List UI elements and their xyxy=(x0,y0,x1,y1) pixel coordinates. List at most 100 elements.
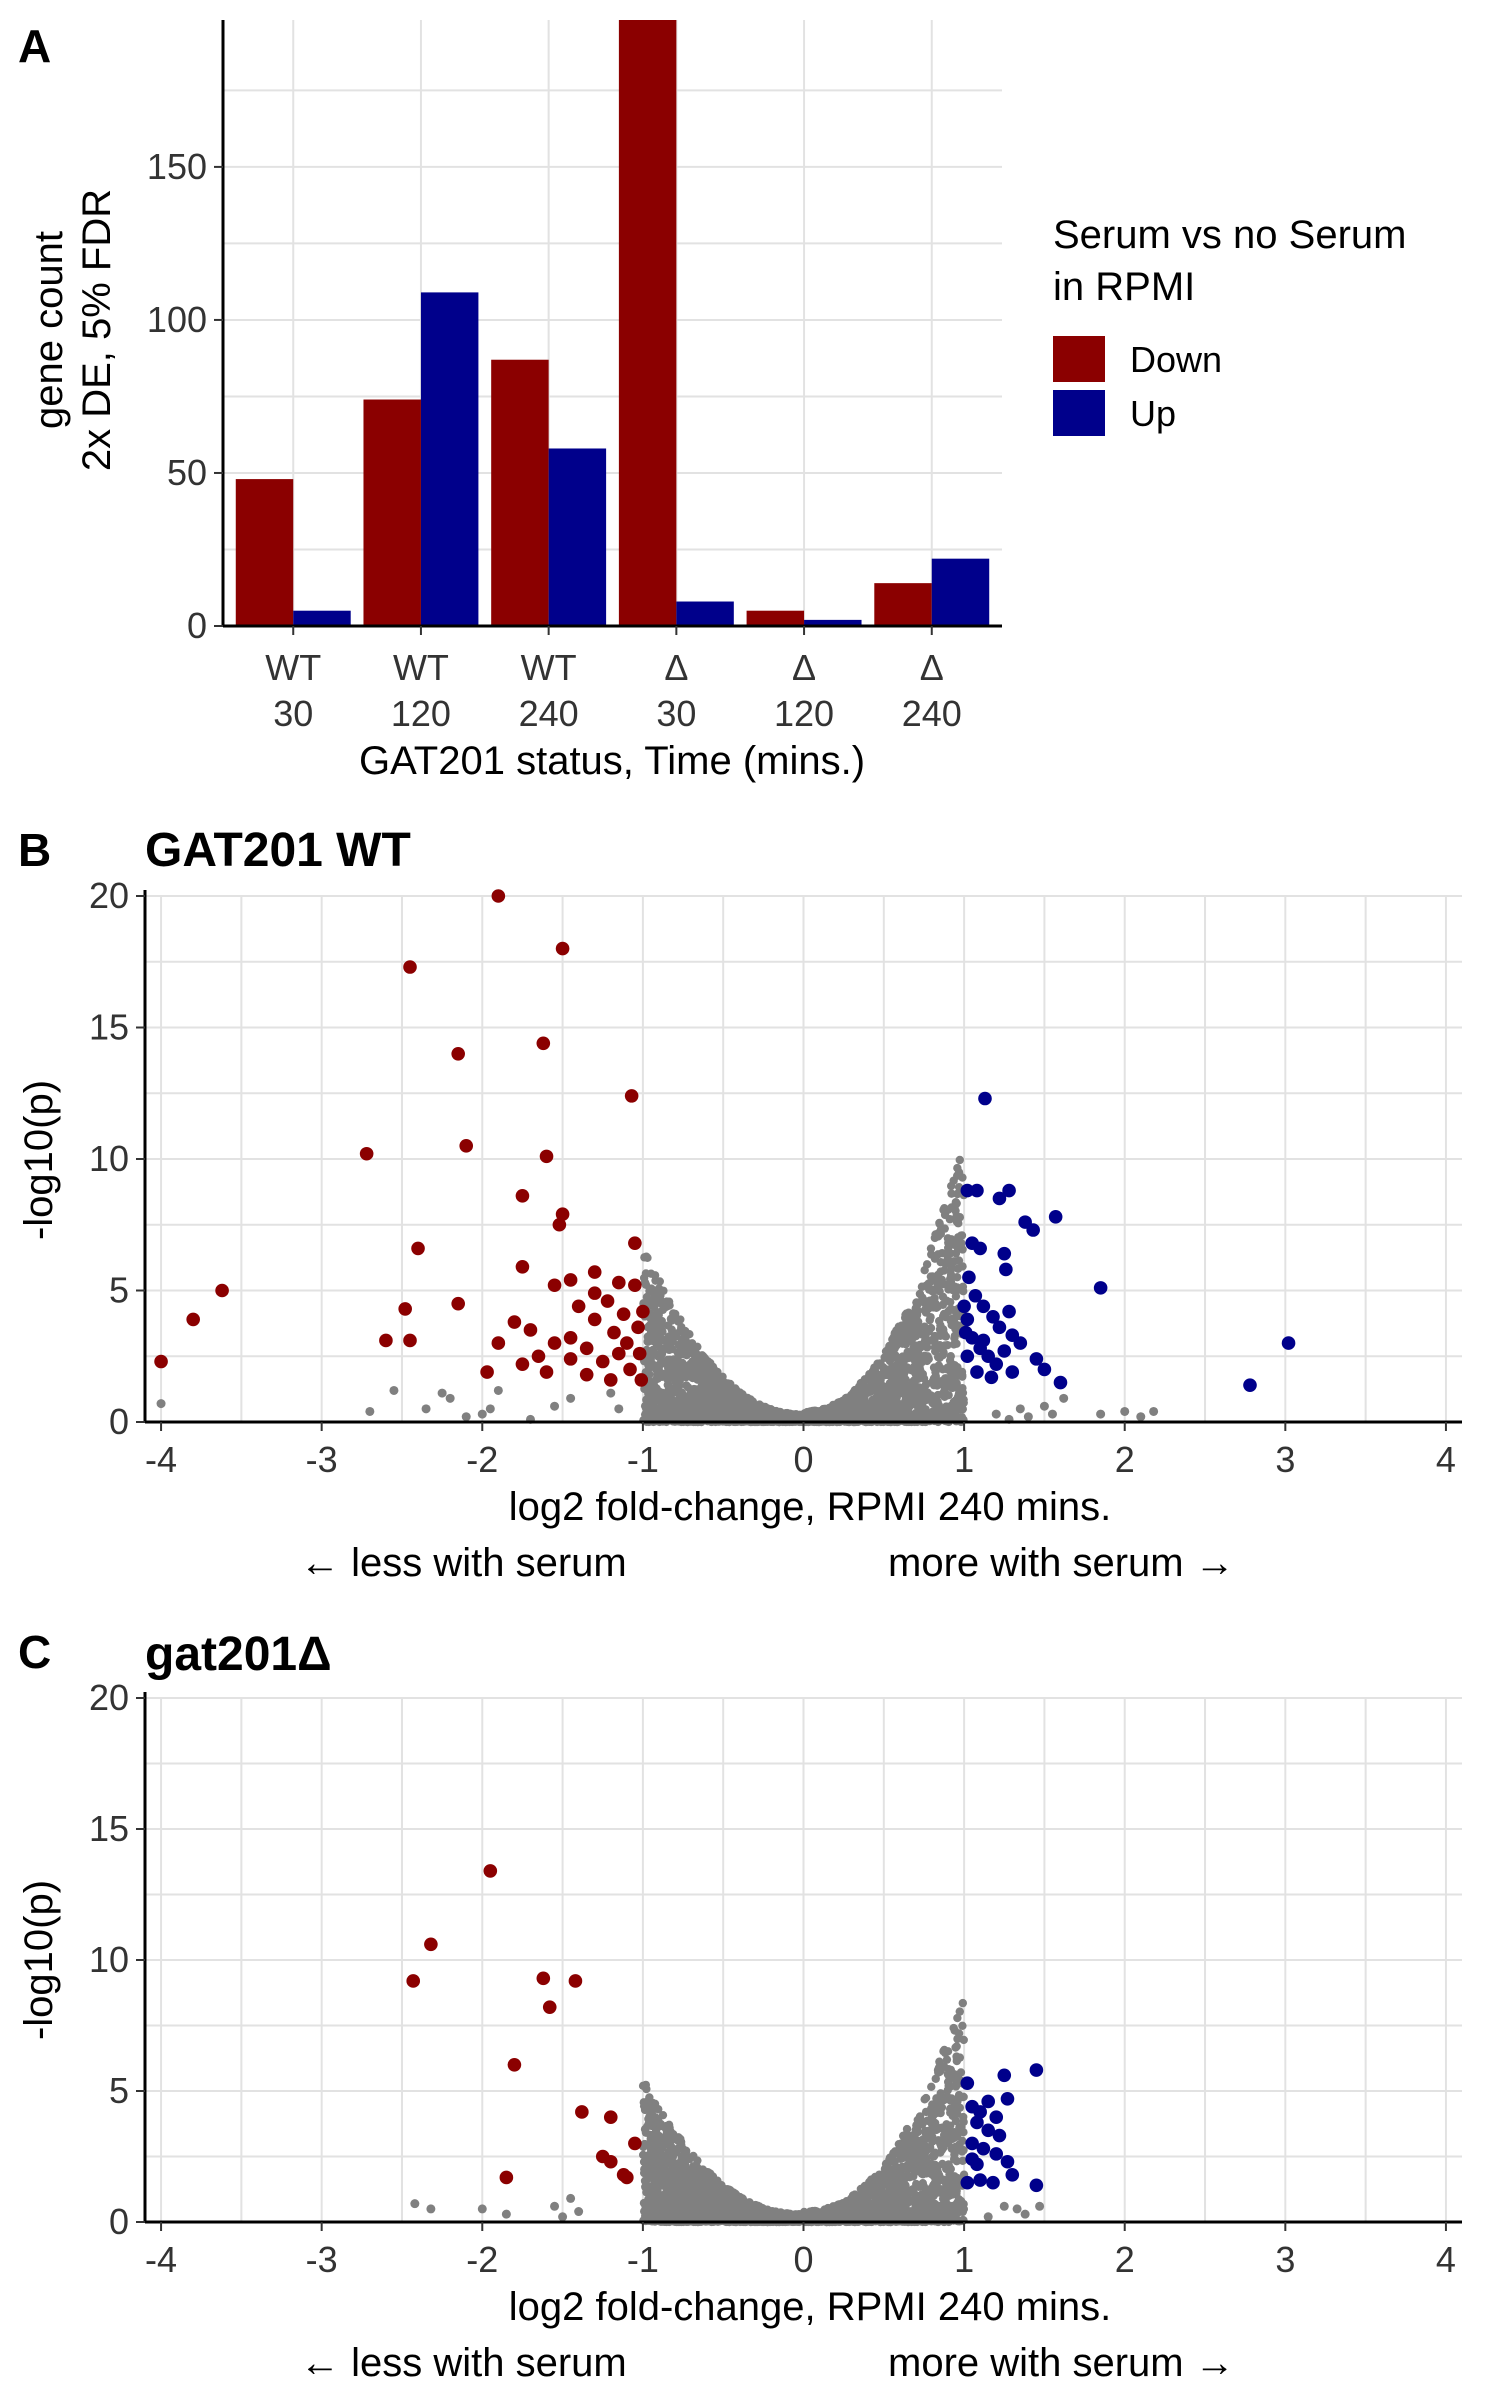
ns-point xyxy=(871,1376,879,1384)
ns-point xyxy=(566,1394,575,1403)
ns-point xyxy=(916,2114,924,2122)
ns-point xyxy=(763,1404,771,1412)
ns-point xyxy=(550,1402,559,1411)
bar-down-3 xyxy=(491,360,548,626)
up-point xyxy=(993,1321,1007,1335)
ns-point xyxy=(944,1206,952,1214)
ns-point xyxy=(727,1403,735,1411)
x-tick-label: 2 xyxy=(1115,1439,1135,1480)
panel-a-x-tick-label-line1: Δ xyxy=(920,647,944,688)
down-point xyxy=(580,1342,594,1356)
ns-point xyxy=(912,1329,920,1337)
ns-point xyxy=(697,1382,705,1390)
ns-point xyxy=(740,1410,748,1418)
down-point xyxy=(588,1286,602,1300)
down-point xyxy=(633,1347,647,1361)
ns-point xyxy=(883,1371,891,1379)
x-tick-label: 3 xyxy=(1275,1439,1295,1480)
ns-point xyxy=(944,1234,952,1242)
ns-point xyxy=(927,1250,935,1258)
up-point xyxy=(970,1184,984,1198)
down-point xyxy=(524,1323,538,1337)
ns-point xyxy=(919,1405,927,1413)
ns-point xyxy=(422,1404,431,1413)
ns-point xyxy=(755,1400,763,1408)
ns-point xyxy=(707,1388,715,1396)
up-point xyxy=(973,1242,987,1256)
panel-b-x-title: log2 fold-change, RPMI 240 mins. xyxy=(509,1485,1112,1529)
ns-point xyxy=(894,1334,902,1342)
panel-a-y-title-line1: gene count xyxy=(27,231,71,429)
ns-point xyxy=(928,1377,936,1385)
down-point xyxy=(532,1349,546,1363)
panel-a-x-tick-label-line1: WT xyxy=(521,647,577,688)
up-point xyxy=(1054,1376,1068,1390)
ns-point xyxy=(1024,1412,1033,1421)
bar-down-4 xyxy=(619,20,676,626)
x-tick-label: 1 xyxy=(954,1439,974,1480)
ns-point xyxy=(930,1396,938,1404)
panel-a-legend: Serum vs no Serum in RPMI Down Up xyxy=(1053,213,1406,436)
ns-point xyxy=(651,1288,659,1296)
panel-b-x-note-left: ← less with serum xyxy=(300,1541,627,1585)
ns-point xyxy=(648,1378,656,1386)
down-point xyxy=(548,1336,562,1350)
ns-point xyxy=(926,1313,934,1321)
down-point xyxy=(516,1260,530,1274)
up-point xyxy=(1282,1336,1296,1350)
ns-point xyxy=(1120,1407,1129,1416)
down-point xyxy=(403,960,417,974)
down-point xyxy=(607,1326,621,1340)
down-point xyxy=(480,1365,494,1379)
ns-point xyxy=(943,2175,951,2183)
ns-point xyxy=(940,1393,948,1401)
down-point xyxy=(154,1355,168,1369)
ns-point xyxy=(931,1347,939,1355)
ns-point xyxy=(947,1278,955,1286)
down-point xyxy=(628,1236,642,1250)
panel-a-x-tick-label-line2: 30 xyxy=(273,693,313,734)
ns-point xyxy=(949,1177,957,1185)
ns-point xyxy=(686,1402,694,1410)
ns-point xyxy=(921,1305,929,1313)
panel-a-y-tick-label: 100 xyxy=(147,299,207,340)
ns-point xyxy=(951,2149,959,2157)
up-point xyxy=(989,1357,1003,1371)
x-tick-label: -2 xyxy=(466,1439,498,1480)
bar-down-1 xyxy=(236,479,293,626)
ns-point xyxy=(940,1310,948,1318)
down-point xyxy=(537,1036,551,1050)
ns-point xyxy=(891,1373,899,1381)
down-point xyxy=(508,1315,522,1329)
ns-point xyxy=(684,1371,692,1379)
down-point xyxy=(379,1334,393,1348)
ns-point xyxy=(657,1297,665,1305)
panel-a-x-tick-label-line1: WT xyxy=(265,647,321,688)
up-point xyxy=(959,1326,973,1340)
down-point xyxy=(360,1147,374,1161)
ns-point xyxy=(653,1393,661,1401)
panel-a-y-tick-label: 0 xyxy=(187,605,207,646)
ns-point xyxy=(913,1389,921,1397)
ns-point xyxy=(606,1389,615,1398)
ns-point xyxy=(446,1394,455,1403)
up-point xyxy=(1038,1363,1052,1377)
ns-point xyxy=(958,2022,966,2030)
ns-point xyxy=(956,1156,964,1164)
up-point xyxy=(978,1092,992,1106)
ns-point xyxy=(884,1396,892,1404)
ns-point xyxy=(940,2096,948,2104)
ns-point xyxy=(644,1338,652,1346)
down-point xyxy=(601,1294,615,1308)
down-point xyxy=(556,942,570,956)
ns-point xyxy=(642,1269,650,1277)
down-point xyxy=(631,1321,645,1335)
down-point xyxy=(540,1365,554,1379)
ns-point xyxy=(1059,1394,1068,1403)
ns-point xyxy=(934,1229,942,1237)
ns-point xyxy=(948,1314,956,1322)
down-point xyxy=(625,1089,639,1103)
